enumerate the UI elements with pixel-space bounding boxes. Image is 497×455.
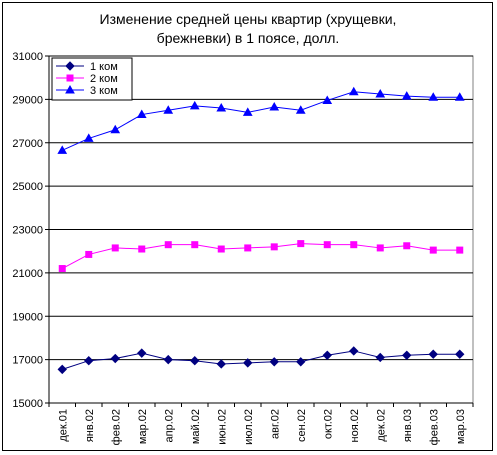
data-point — [375, 88, 386, 98]
data-point — [428, 92, 439, 101]
legend-box — [51, 57, 133, 101]
x-tick-label: июл.02 — [243, 409, 255, 445]
data-point — [138, 245, 146, 253]
data-point — [322, 350, 332, 360]
data-point — [428, 349, 438, 359]
y-tick-label: 29000 — [12, 94, 43, 106]
x-tick-label: май.02 — [190, 409, 202, 444]
data-point — [83, 133, 94, 142]
y-tick-label: 27000 — [12, 138, 43, 150]
data-point — [348, 86, 359, 96]
x-tick-label: янв.03 — [402, 409, 414, 442]
x-tick-label: мар.02 — [137, 409, 149, 444]
data-point — [296, 357, 306, 367]
series-line-1 — [62, 350, 460, 370]
x-tick-label: дек.02 — [375, 409, 387, 442]
y-tick-label: 25000 — [12, 181, 43, 193]
data-point — [454, 92, 465, 101]
x-axis: дек.01 янв.02 фев.02 мар.02 апр.02 май.02 июн.… — [48, 402, 474, 445]
x-tick-label: сен.02 — [296, 409, 308, 442]
data-point — [163, 105, 174, 114]
gridlines — [49, 55, 473, 361]
data-point — [403, 242, 411, 250]
legend-marker — [65, 84, 75, 94]
y-tick-label: 23000 — [12, 225, 43, 237]
data-point — [429, 246, 437, 254]
legend-label: 1 ком — [90, 61, 118, 73]
data-point — [85, 250, 93, 258]
series-lines — [57, 86, 465, 375]
data-point — [376, 244, 384, 252]
data-point — [269, 101, 280, 111]
y-axis: 15000 17000 19000 21000 23000 25000 27000 29000… — [12, 51, 50, 410]
data-point — [137, 348, 147, 358]
x-tick-label: ноя.02 — [349, 409, 361, 442]
legend-marker — [66, 74, 74, 82]
legend-label: 3 ком — [90, 85, 118, 97]
data-point — [295, 105, 306, 114]
data-point — [164, 241, 172, 249]
y-tick-label: 15000 — [12, 398, 43, 410]
y-tick-label: 17000 — [12, 355, 43, 367]
y-tick-label: 31000 — [12, 51, 43, 63]
data-point — [350, 241, 358, 249]
legend-marker — [65, 61, 75, 71]
y-tick-label: 19000 — [12, 311, 43, 323]
data-point — [190, 356, 200, 366]
data-point — [322, 95, 333, 104]
series-line-2 — [62, 243, 460, 269]
x-tick-label: мар.03 — [455, 409, 467, 444]
data-point — [110, 124, 121, 134]
chart-title-line: брежневки) в 1 поясе, долл. — [157, 30, 340, 46]
data-point — [84, 356, 94, 366]
data-point — [349, 346, 359, 356]
x-tick-label: янв.02 — [84, 409, 96, 442]
data-point — [216, 359, 226, 369]
data-point — [191, 241, 199, 249]
x-tick-label: апр.02 — [163, 409, 175, 442]
data-point — [217, 245, 225, 253]
x-tick-label: окт.02 — [322, 409, 334, 439]
data-point — [323, 241, 331, 249]
chart-title: Изменение средней цены квартир (хрущевки… — [100, 11, 397, 46]
legend-label: 2 ком — [90, 73, 118, 85]
data-point — [216, 103, 227, 112]
chart-title-line: Изменение средней цены квартир (хрущевки… — [100, 11, 397, 27]
data-point — [455, 349, 465, 359]
y-tick-label: 21000 — [12, 268, 43, 280]
x-tick-label: дек.01 — [57, 409, 69, 442]
data-point — [297, 240, 305, 248]
x-tick-label: авг.02 — [269, 409, 281, 439]
data-point — [163, 354, 173, 365]
data-point — [270, 243, 278, 251]
data-point — [244, 244, 252, 252]
data-point — [242, 107, 253, 116]
series-line-3 — [62, 91, 460, 151]
data-point — [402, 350, 412, 360]
data-point — [243, 358, 253, 368]
data-point — [111, 244, 119, 252]
data-point — [136, 109, 147, 119]
data-point — [57, 145, 68, 154]
data-point — [456, 246, 464, 254]
data-point — [269, 357, 279, 367]
data-point — [375, 352, 385, 363]
data-point — [189, 100, 200, 110]
data-point — [110, 353, 120, 364]
x-tick-label: фев.02 — [110, 409, 122, 445]
data-point — [401, 91, 412, 100]
data-point — [57, 364, 67, 375]
x-tick-label: фев.03 — [428, 409, 440, 445]
x-tick-label: июн.02 — [216, 409, 228, 445]
data-point — [58, 265, 66, 273]
